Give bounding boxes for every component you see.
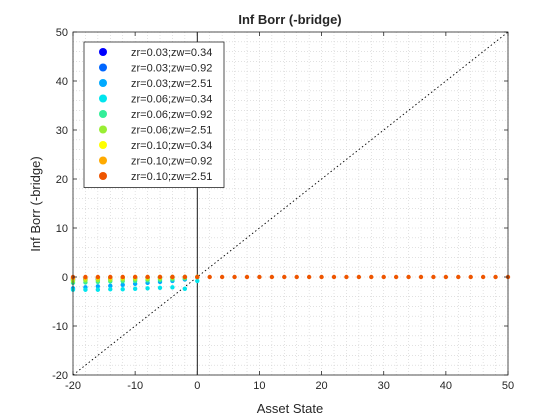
legend-label: zr=0.03;zw=0.92 bbox=[131, 63, 212, 75]
data-point bbox=[145, 274, 150, 280]
legend-label: zr=0.03;zw=0.34 bbox=[131, 47, 212, 59]
y-tick-label: -20 bbox=[52, 370, 68, 382]
x-tick-label: 30 bbox=[378, 380, 390, 392]
legend-label: zr=0.10;zw=2.51 bbox=[131, 171, 212, 183]
legend-label: zr=0.06;zw=2.51 bbox=[131, 125, 212, 137]
x-tick-label: 20 bbox=[315, 380, 327, 392]
data-point bbox=[344, 274, 349, 280]
legend-marker bbox=[99, 48, 107, 56]
diagonal-reference-line bbox=[72, 31, 509, 376]
x-axis-label: Asset State bbox=[257, 401, 323, 416]
data-point bbox=[132, 274, 138, 280]
legend-marker bbox=[99, 79, 107, 87]
data-point bbox=[157, 285, 163, 290]
legend-label: zr=0.06;zw=0.34 bbox=[131, 94, 212, 106]
data-point bbox=[406, 274, 411, 280]
data-point bbox=[356, 274, 362, 280]
data-point bbox=[182, 274, 188, 280]
legend-label: zr=0.03;zw=2.51 bbox=[131, 78, 212, 90]
data-point bbox=[257, 274, 262, 280]
y-tick-label: 0 bbox=[62, 272, 68, 284]
x-tick-label: -20 bbox=[65, 380, 81, 392]
data-point bbox=[468, 274, 473, 280]
data-point bbox=[95, 287, 101, 292]
plot-frame bbox=[72, 31, 509, 376]
data-point bbox=[319, 274, 324, 280]
data-point bbox=[331, 274, 337, 280]
data-point bbox=[232, 274, 237, 280]
y-tick-label: 40 bbox=[56, 76, 68, 88]
legend-marker bbox=[99, 125, 107, 134]
x-tick-label: 50 bbox=[502, 380, 514, 392]
data-point bbox=[132, 286, 138, 291]
data-point bbox=[170, 274, 175, 280]
data-point bbox=[108, 287, 113, 292]
data-point bbox=[108, 283, 113, 289]
data-point bbox=[381, 274, 386, 280]
data-point bbox=[443, 274, 449, 280]
chart-title: Inf Borr (-bridge) bbox=[238, 12, 341, 27]
legend-marker bbox=[99, 156, 107, 165]
data-point bbox=[493, 274, 498, 280]
x-tick-label: 40 bbox=[440, 380, 452, 392]
data-point bbox=[418, 274, 424, 280]
data-point bbox=[456, 274, 461, 280]
data-point bbox=[120, 274, 125, 280]
legend-marker bbox=[99, 94, 107, 103]
legend-marker bbox=[99, 141, 107, 149]
legend-label: zr=0.10;zw=0.92 bbox=[131, 156, 212, 168]
data-point bbox=[95, 284, 101, 289]
data-point bbox=[269, 274, 275, 280]
y-tick-label: 50 bbox=[56, 27, 68, 39]
x-tick-label: 0 bbox=[194, 380, 200, 392]
axis-ticks: -20 -10 0 10 20 30 40 50 -20 -10 0 10 20 30 40 50 bbox=[52, 27, 514, 392]
data-point bbox=[195, 274, 200, 280]
data-point bbox=[244, 274, 250, 280]
data-point bbox=[219, 274, 225, 280]
data-point bbox=[282, 274, 287, 280]
x-tick-label: -10 bbox=[127, 380, 143, 392]
legend-marker bbox=[99, 110, 107, 118]
legend-marker bbox=[99, 172, 107, 180]
data-point bbox=[120, 282, 125, 288]
legend-box bbox=[83, 41, 225, 188]
data-point bbox=[431, 274, 436, 280]
data-point bbox=[83, 274, 88, 280]
legend-label: zr=0.06;zw=0.92 bbox=[131, 109, 212, 121]
data-point bbox=[195, 278, 200, 284]
data-point bbox=[157, 274, 163, 280]
data-point bbox=[145, 286, 150, 291]
data-point bbox=[170, 285, 175, 290]
data-point bbox=[108, 274, 113, 280]
y-tick-label: 20 bbox=[56, 174, 68, 186]
y-tick-label: 10 bbox=[56, 223, 68, 235]
legend-label: zr=0.10;zw=0.34 bbox=[131, 140, 212, 152]
y-tick-label: 30 bbox=[56, 125, 68, 137]
legend-marker bbox=[99, 63, 107, 72]
data-point bbox=[369, 274, 374, 280]
data-point bbox=[95, 274, 101, 280]
y-axis-label: Inf Borr (-bridge) bbox=[28, 156, 43, 251]
data-point bbox=[120, 287, 125, 292]
y-tick-label: -10 bbox=[52, 321, 68, 333]
x-tick-label: 10 bbox=[253, 380, 265, 392]
legend: zr=0.03;zw=0.34 zr=0.03;zw=0.92 zr=0.03;zw… bbox=[83, 41, 225, 188]
data-point bbox=[207, 274, 212, 280]
data-point bbox=[393, 274, 399, 280]
data-point bbox=[480, 274, 486, 280]
data-point bbox=[182, 286, 188, 291]
data-points bbox=[70, 274, 511, 292]
data-point bbox=[306, 274, 312, 280]
data-point bbox=[294, 274, 299, 280]
data-point bbox=[83, 287, 88, 292]
